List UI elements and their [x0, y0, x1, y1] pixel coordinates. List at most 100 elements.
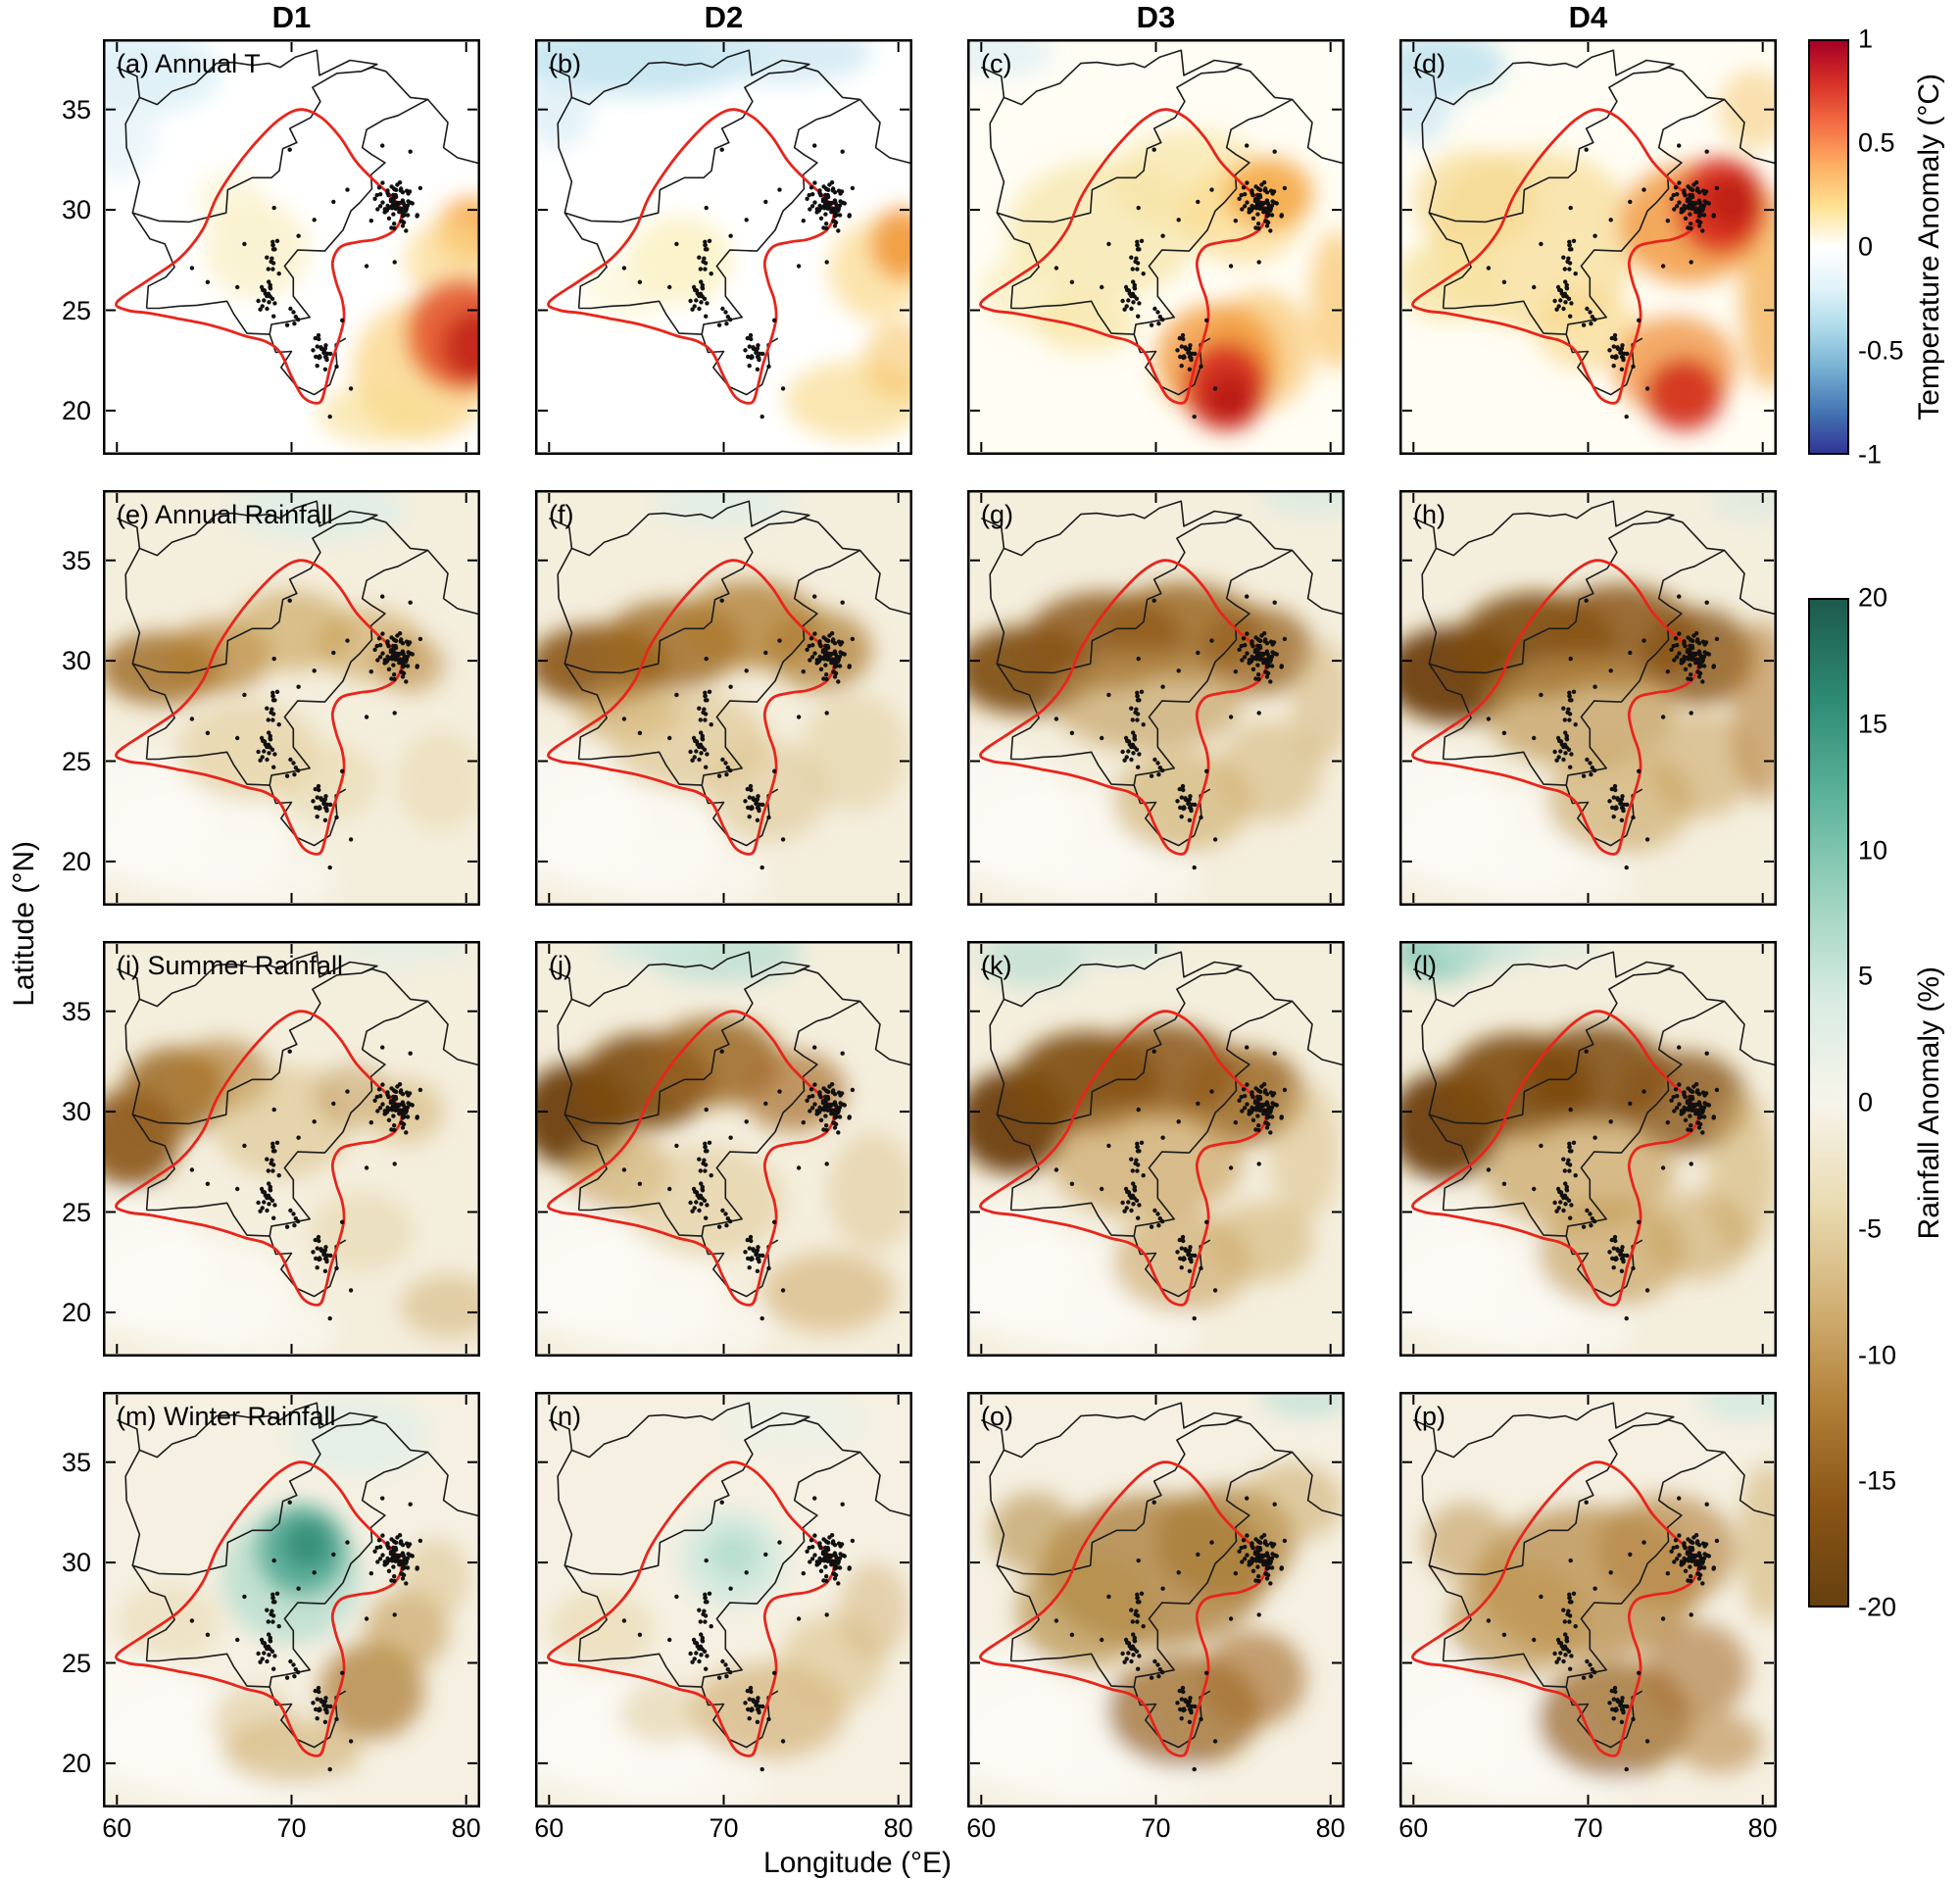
temperature-colorbar-tick--1: -1: [1858, 439, 1883, 470]
map-canvas-h: [1399, 490, 1777, 906]
map-canvas-f: [535, 490, 912, 906]
panel-label-p: (p): [1413, 1402, 1446, 1431]
y-tick-20: 20: [61, 846, 91, 876]
y-tick-25: 25: [61, 1648, 91, 1678]
y-tick-30: 30: [61, 195, 91, 225]
rainfall-colorbar-tick-0: 0: [1858, 1087, 1874, 1117]
rainfall-colorbar-title-wrap: Rainfall Anomaly (%): [1905, 598, 1954, 1608]
y-axis-title-wrap: Latitude (°N): [2, 39, 47, 1807]
rainfall-colorbar-tick--5: -5: [1858, 1213, 1883, 1244]
x-tick-80-m: 80: [451, 1813, 481, 1843]
y-tick-30: 30: [61, 646, 91, 676]
map-canvas-p: [1399, 1392, 1777, 1807]
x-tick-60-n: 60: [534, 1813, 564, 1843]
map-panel-g: (g): [967, 490, 1345, 906]
map-panel-o: (o) 60 70 80: [966, 1392, 1346, 1843]
map-canvas-c: [967, 39, 1345, 455]
panel-label-k: (k): [981, 951, 1012, 980]
panel-label-m: (m) Winter Rainfall: [117, 1402, 336, 1431]
x-tick-60-o: 60: [966, 1813, 997, 1843]
map-canvas-b: [535, 39, 912, 455]
column-title-d2: D2: [704, 0, 744, 34]
panel-label-a: (a) Annual T: [117, 49, 261, 78]
panel-label-f: (f): [549, 500, 574, 529]
panel-label-d: (d): [1413, 49, 1446, 78]
x-tick-60-m: 60: [102, 1813, 132, 1843]
map-canvas-a: [103, 39, 480, 455]
temperature-colorbar-title-wrap: Temperature Anomaly (°C): [1905, 39, 1954, 455]
map-panel-b: (b): [535, 39, 912, 455]
rainfall-colorbar-tick--20: -20: [1858, 1592, 1897, 1622]
panel-label-e: (e) Annual Rainfall: [117, 500, 333, 529]
y-tick-35: 35: [61, 1447, 91, 1477]
y-tick-25: 25: [61, 295, 91, 325]
map-panel-e: (e) Annual Rainfall 35 30 25 20: [62, 490, 480, 906]
y-tick-25: 25: [61, 1197, 91, 1227]
map-canvas-e: [103, 490, 480, 906]
map-panel-k: (k): [967, 941, 1345, 1357]
rainfall-colorbar-tick-20: 20: [1858, 582, 1888, 613]
y-tick-20: 20: [61, 395, 91, 425]
rainfall-colorbar-tick-10: 10: [1858, 835, 1888, 865]
panel-label-l: (l): [1413, 951, 1437, 980]
map-panel-f: (f): [535, 490, 912, 906]
map-panel-m: (m) Winter Rainfall 35 30 25 20 60 70 80: [62, 1392, 481, 1843]
rainfall-colorbar-tick-5: 5: [1858, 961, 1874, 991]
y-tick-20: 20: [61, 1748, 91, 1778]
y-tick-30: 30: [61, 1097, 91, 1127]
x-tick-80-n: 80: [883, 1813, 913, 1843]
column-title-d3: D3: [1136, 0, 1176, 34]
map-panel-j: (j): [535, 941, 912, 1357]
rainfall-colorbar-title: Rainfall Anomaly (%): [1913, 965, 1945, 1240]
map-canvas-n: [535, 1392, 912, 1807]
y-tick-35: 35: [61, 996, 91, 1026]
rainfall-colorbar: [1808, 598, 1849, 1608]
x-axis-title: Longitude (°E): [762, 1847, 953, 1879]
y-tick-35: 35: [61, 545, 91, 575]
panel-label-h: (h): [1413, 500, 1446, 529]
map-canvas-k: [967, 941, 1345, 1357]
temperature-colorbar: [1808, 39, 1849, 455]
map-canvas-j: [535, 941, 912, 1357]
x-tick-70-n: 70: [709, 1813, 739, 1843]
y-axis-title: Latitude (°N): [8, 840, 40, 1007]
y-tick-35: 35: [61, 94, 91, 124]
panel-label-o: (o): [981, 1402, 1013, 1431]
rainfall-colorbar-tick--10: -10: [1858, 1340, 1897, 1369]
y-tick-20: 20: [61, 1297, 91, 1327]
x-tick-80-p: 80: [1747, 1813, 1778, 1843]
panel-label-b: (b): [549, 49, 581, 78]
y-tick-25: 25: [61, 746, 91, 776]
temperature-colorbar-tick-1: 1: [1858, 24, 1874, 54]
panel-label-c: (c): [981, 49, 1012, 78]
temperature-colorbar-tick--0.5: -0.5: [1858, 335, 1904, 366]
map-canvas-i: [103, 941, 480, 1357]
map-panel-p: (p) 60 70 80: [1398, 1392, 1778, 1843]
panel-label-i: (i) Summer Rainfall: [117, 951, 344, 980]
map-canvas-m: [103, 1392, 480, 1807]
x-tick-70-p: 70: [1573, 1813, 1603, 1843]
panel-label-n: (n): [549, 1402, 581, 1431]
temperature-colorbar-title: Temperature Anomaly (°C): [1913, 74, 1945, 421]
x-tick-70-m: 70: [276, 1813, 307, 1843]
column-title-d1: D1: [271, 0, 312, 34]
x-tick-60-p: 60: [1398, 1813, 1429, 1843]
map-panel-h: (h): [1399, 490, 1777, 906]
x-tick-70-o: 70: [1141, 1813, 1171, 1843]
column-title-d4: D4: [1568, 0, 1608, 34]
rainfall-colorbar-tick-15: 15: [1858, 709, 1888, 739]
map-canvas-d: [1399, 39, 1777, 455]
temperature-colorbar-tick-0.5: 0.5: [1858, 127, 1895, 158]
map-panel-d: (d): [1399, 39, 1777, 455]
x-tick-80-o: 80: [1315, 1813, 1346, 1843]
map-canvas-o: [967, 1392, 1345, 1807]
map-panel-i: (i) Summer Rainfall 35 30 25 20: [62, 941, 480, 1357]
map-canvas-l: [1399, 941, 1777, 1357]
map-panel-l: (l): [1399, 941, 1777, 1357]
map-panel-a: (a) Annual T 35 30 25 20: [62, 39, 480, 455]
y-tick-30: 30: [61, 1548, 91, 1578]
map-panel-c: (c): [967, 39, 1345, 455]
rainfall-colorbar-tick--15: -15: [1858, 1465, 1897, 1496]
temperature-colorbar-tick-0: 0: [1858, 231, 1874, 262]
